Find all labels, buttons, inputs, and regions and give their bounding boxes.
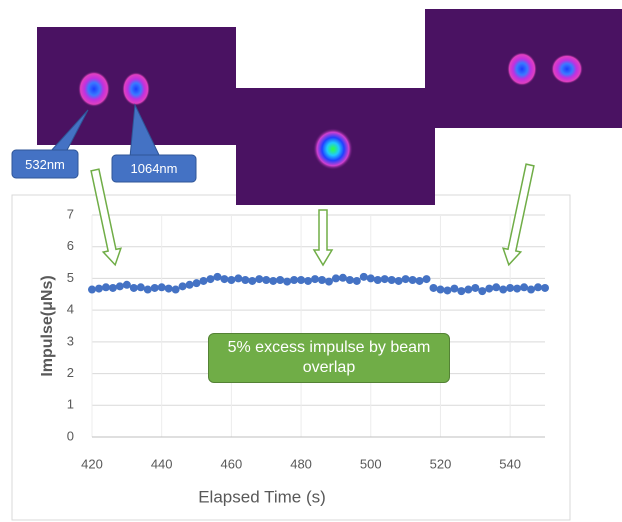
data-point [395, 277, 403, 285]
data-point [409, 276, 417, 284]
data-point [116, 282, 124, 290]
x-tick-label: 440 [151, 456, 173, 471]
x-tick-label: 460 [221, 456, 243, 471]
data-point [443, 286, 451, 294]
data-point [200, 277, 208, 285]
data-point [95, 285, 103, 293]
data-point [241, 276, 249, 284]
data-point [506, 284, 514, 292]
data-point [186, 281, 194, 289]
x-tick-label: 540 [499, 456, 521, 471]
x-tick-label: 520 [430, 456, 452, 471]
data-point [429, 284, 437, 292]
data-point [276, 276, 284, 284]
data-point [416, 277, 424, 285]
data-point [144, 286, 152, 294]
data-point [262, 276, 270, 284]
y-tick-label: 0 [67, 428, 74, 443]
data-point [423, 275, 431, 283]
data-point [367, 274, 375, 282]
x-tick-label: 420 [81, 456, 103, 471]
x-axis-title: Elapsed Time (s) [198, 487, 326, 506]
annotation: 5% excess impulse by beam overlap [208, 333, 450, 383]
data-point [158, 283, 166, 291]
data-point [290, 276, 298, 284]
data-point [527, 286, 535, 294]
data-point [220, 275, 228, 283]
data-point [450, 285, 458, 293]
x-tick-label: 480 [290, 456, 312, 471]
data-point [346, 276, 354, 284]
data-point [464, 286, 472, 294]
data-point [269, 277, 277, 285]
data-point [123, 281, 131, 289]
annotation: 1064nm [112, 155, 196, 182]
data-point [193, 279, 201, 287]
data-point [151, 284, 159, 292]
data-point [179, 282, 187, 290]
data-point [520, 283, 528, 291]
x-tick-label: 500 [360, 456, 382, 471]
data-point [325, 278, 333, 286]
data-point [311, 275, 319, 283]
y-tick-label: 5 [67, 270, 74, 285]
y-tick-label: 4 [67, 302, 74, 317]
data-point [206, 275, 214, 283]
data-point [213, 273, 221, 281]
annotation: 532nm [12, 150, 78, 178]
data-point [137, 283, 145, 291]
data-point [109, 284, 117, 292]
data-point [513, 285, 521, 293]
data-point [457, 287, 465, 295]
data-point [318, 276, 326, 284]
data-point [471, 284, 479, 292]
data-point [172, 286, 180, 294]
y-tick-label: 6 [67, 238, 74, 253]
chart: 0 1 2 3 4 5 6 7 420 440 460 480 500 520 540 Elapsed Ti… [0, 0, 622, 522]
y-tick-label: 1 [67, 397, 74, 412]
data-point [353, 277, 361, 285]
data-point [165, 285, 173, 293]
data-point [499, 286, 507, 294]
y-tick-label: 3 [67, 333, 74, 348]
data-point [478, 287, 486, 295]
data-point [388, 276, 396, 284]
data-point [339, 274, 347, 282]
data-point [88, 286, 96, 294]
data-point [255, 275, 263, 283]
data-point [130, 284, 138, 292]
data-point [332, 274, 340, 282]
data-point [402, 275, 410, 283]
data-point [374, 276, 382, 284]
data-point [485, 285, 493, 293]
y-tick-label: 2 [67, 365, 74, 380]
data-point [248, 277, 256, 285]
data-point [492, 283, 500, 291]
data-point [102, 283, 110, 291]
data-point [534, 283, 542, 291]
data-point [283, 278, 291, 286]
data-point [381, 275, 389, 283]
data-point [541, 284, 549, 292]
page: 0 1 2 3 4 5 6 7 420 440 460 480 500 520 540 Elapsed Ti… [0, 0, 622, 522]
data-point [297, 276, 305, 284]
y-tick-label: 7 [67, 206, 74, 221]
data-point [304, 277, 312, 285]
data-point [227, 276, 235, 284]
data-point [436, 286, 444, 294]
data-point [360, 273, 368, 281]
y-axis-title: Impulse(μNs) [39, 275, 56, 376]
data-point [234, 274, 242, 282]
